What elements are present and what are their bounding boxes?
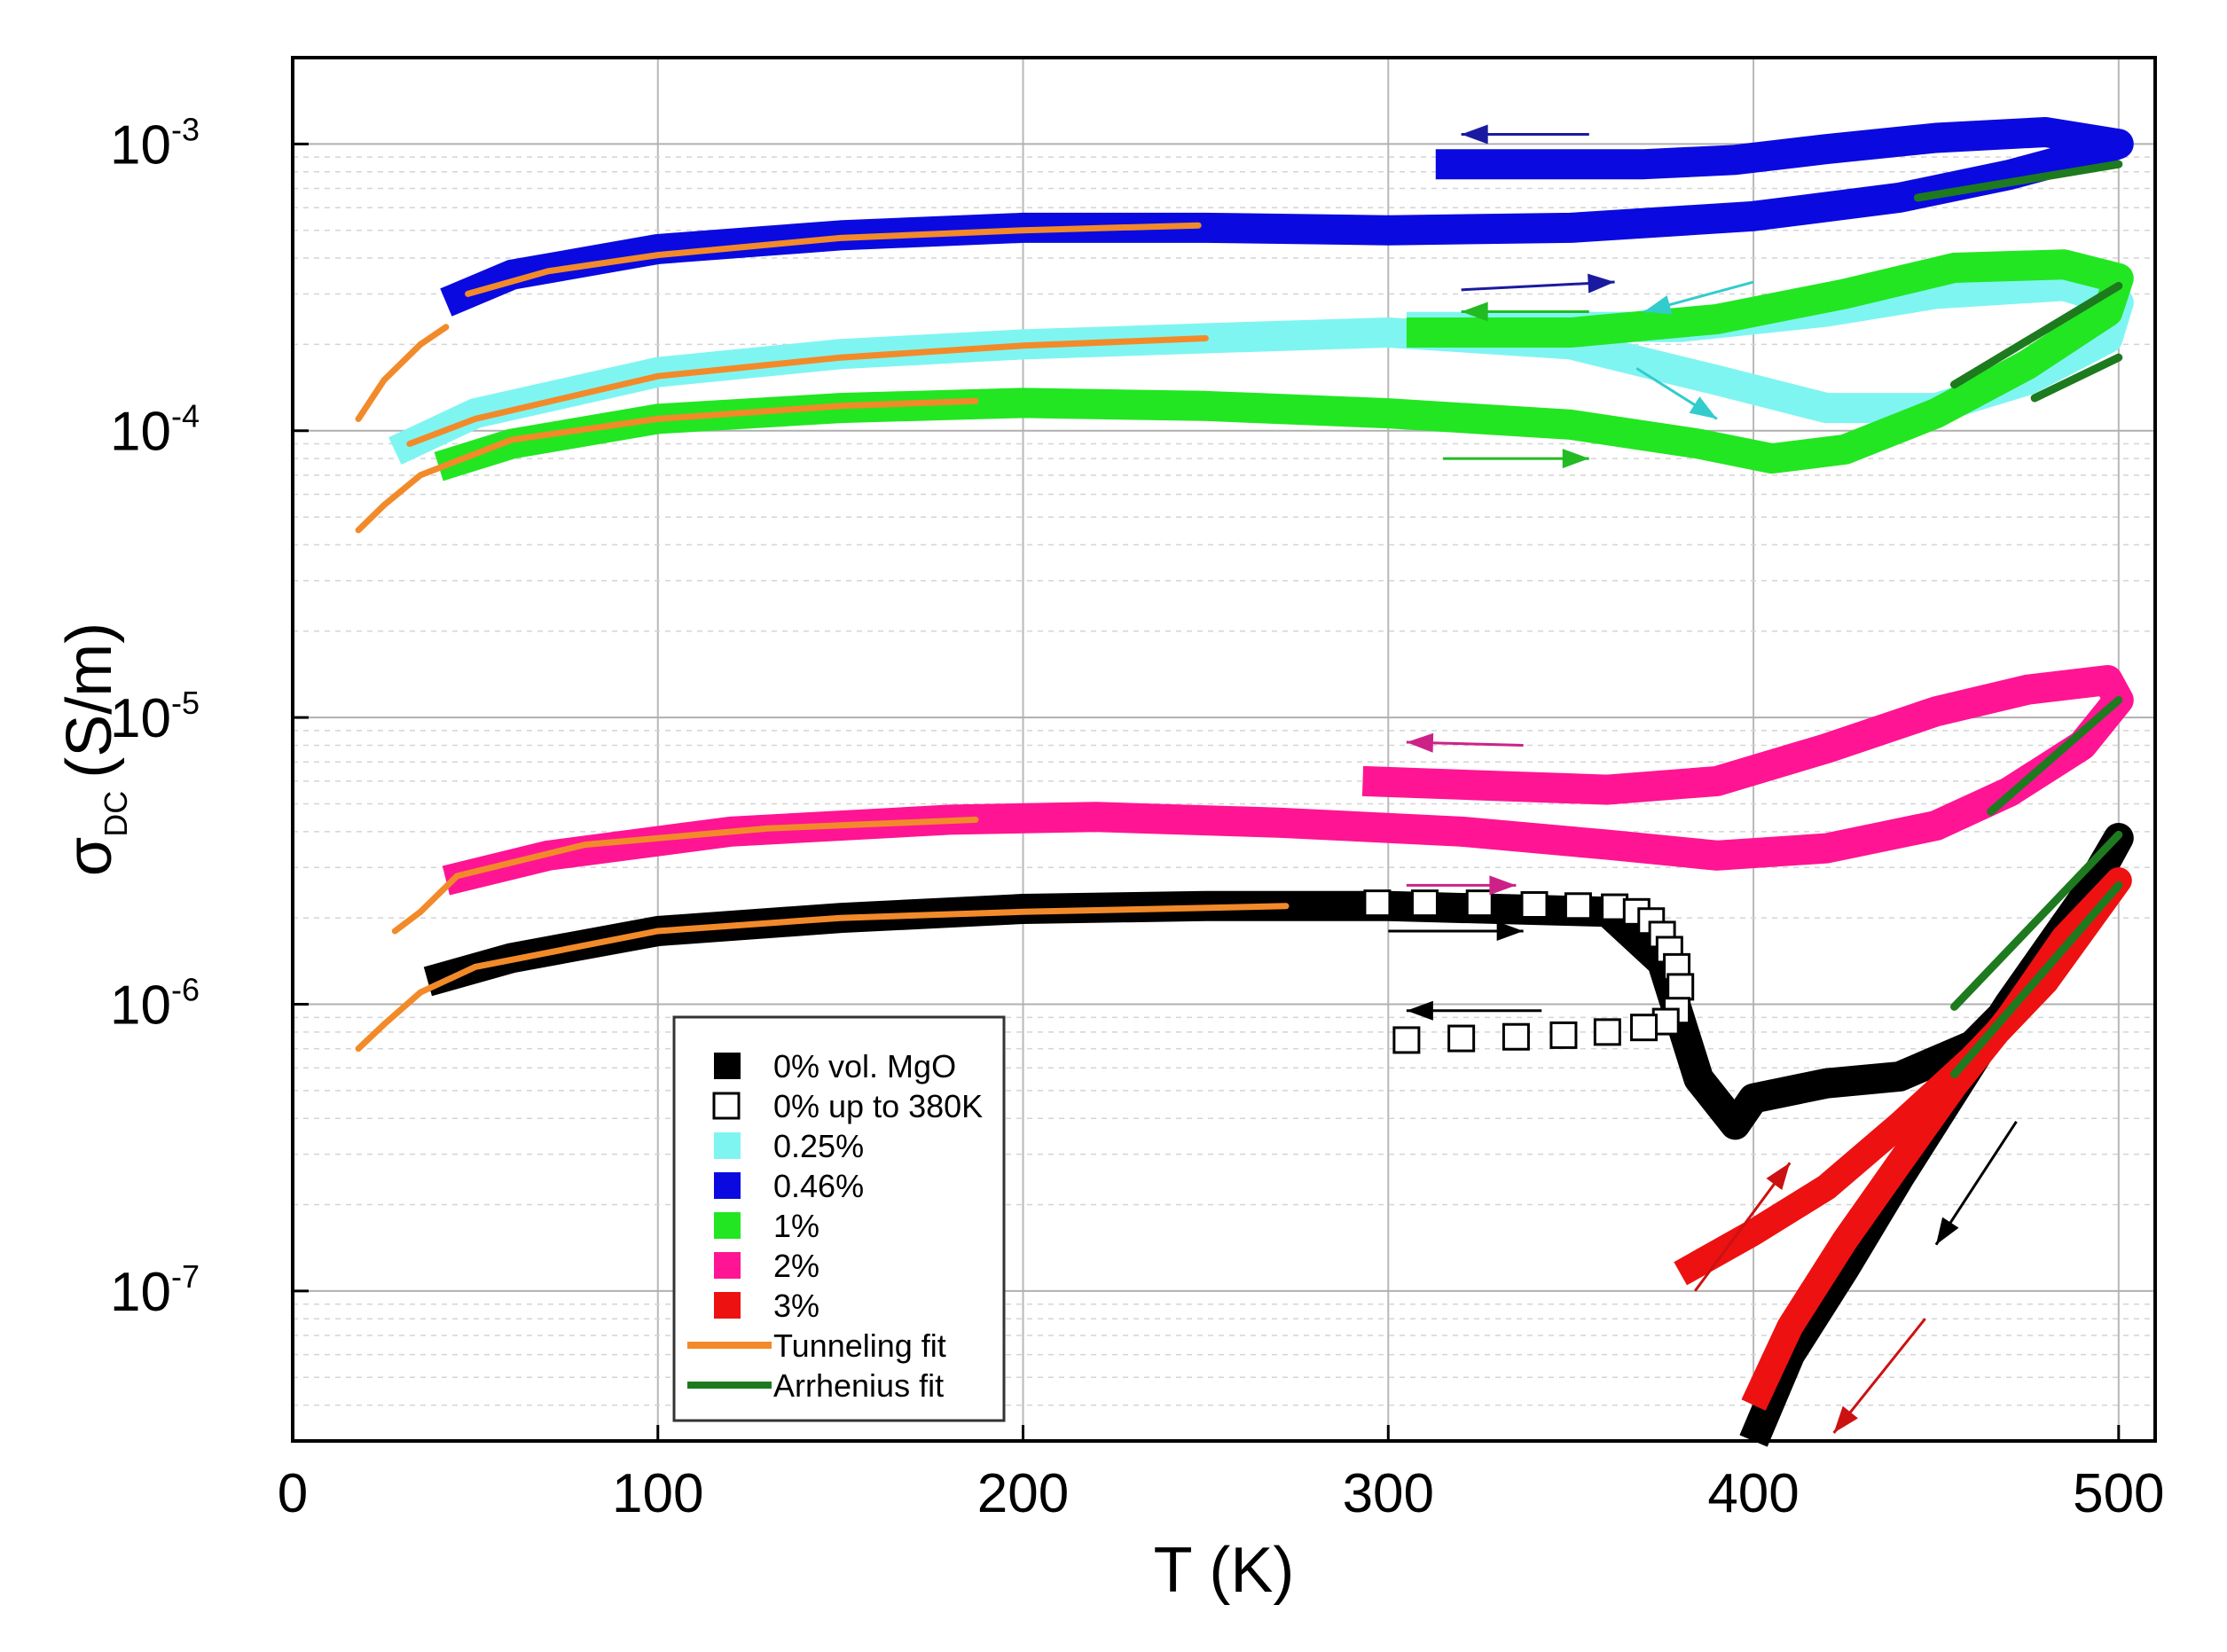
legend-item: 0.46% (714, 1168, 864, 1204)
legend-label: 0.46% (773, 1168, 864, 1204)
x-tick-label: 200 (977, 1463, 1069, 1524)
arrhenius-fit-line (2030, 353, 2123, 403)
y-tick-base: 10 (110, 114, 171, 176)
open-square-marker (1666, 973, 1695, 1001)
series-layer (388, 117, 2134, 1447)
y-axis-subscript: DC (98, 791, 134, 837)
arrows-layer (1388, 124, 2018, 1434)
tunneling-fit-line (406, 335, 1209, 447)
open-square-marker (1447, 1024, 1476, 1053)
direction-arrow (1406, 1000, 1542, 1021)
arrhenius-fit-line (1987, 696, 2123, 816)
fits-layer (355, 160, 2123, 1078)
series-0-up-to-380k (1363, 889, 1695, 1054)
legend-label: 3% (773, 1288, 819, 1324)
direction-arrow (1643, 280, 1754, 315)
x-tick-label: 0 (278, 1463, 308, 1524)
legend-label: 1% (773, 1208, 819, 1244)
legend-label: 0% vol. MgO (773, 1048, 956, 1084)
y-tick-label: 10-4 (110, 398, 200, 463)
tunneling-fit-line (391, 816, 979, 935)
legend-swatch (714, 1053, 741, 1079)
legend-swatch (714, 1172, 741, 1199)
x-tick-label: 500 (2073, 1463, 2164, 1524)
x-axis: 0 100 200 300 400 500 (278, 1425, 2165, 1524)
series-3 (1674, 867, 2132, 1411)
legend-item: 0% vol. MgO (714, 1048, 956, 1084)
open-square-marker (1549, 1021, 1578, 1049)
legend-item: 3% (714, 1288, 819, 1324)
open-square-marker (1502, 1022, 1530, 1051)
legend-label: Tunneling fit (773, 1327, 946, 1364)
y-tick-exponent: -3 (171, 111, 200, 147)
tunneling-fit-line (355, 903, 1290, 1053)
legend-item: 0.25% (714, 1128, 864, 1164)
direction-arrow (1388, 920, 1524, 941)
open-square-marker (1630, 1014, 1658, 1042)
direction-arrow (1635, 367, 1718, 420)
legend-swatch (714, 1212, 741, 1239)
legend-item: 2% (714, 1248, 819, 1284)
x-axis-title: T (K) (1154, 1535, 1295, 1606)
x-tick-label: 300 (1343, 1463, 1434, 1524)
y-tick-exponent: -6 (171, 972, 200, 1008)
y-tick-exponent: -7 (171, 1258, 200, 1295)
arrhenius-fit-line (1913, 160, 2123, 202)
y-tick-label: 10-3 (110, 111, 200, 176)
direction-arrow (1693, 1162, 1792, 1292)
plot-frame (291, 56, 2157, 1443)
tunneling-fit-line (355, 397, 979, 534)
arrhenius-fit-line (1950, 881, 2123, 1078)
arrhenius-fit-line (1950, 281, 2123, 389)
open-square-marker (1593, 1018, 1621, 1046)
tunneling-fit-line (465, 222, 1202, 297)
y-axis-symbol: σ (54, 837, 125, 876)
y-tick-exponent: -4 (171, 398, 200, 435)
direction-arrow (1461, 273, 1615, 294)
legend-label: Arrhenius fit (773, 1367, 944, 1404)
open-square-marker (1392, 1026, 1421, 1054)
legend-swatch (714, 1252, 741, 1279)
y-axis: 10-710-610-510-410-3 (110, 111, 309, 1323)
legend-item: 0% up to 380K (712, 1088, 983, 1124)
direction-arrow (1406, 875, 1517, 896)
y-tick-label: 10-7 (110, 1258, 200, 1323)
arrhenius-fit-line (1950, 830, 2123, 1011)
legend-swatch (714, 1292, 741, 1319)
legend-item: Arrhenius fit (687, 1367, 944, 1404)
legend-item: 1% (714, 1208, 819, 1244)
direction-arrow (1934, 1120, 2018, 1246)
legend-swatch (712, 1092, 741, 1120)
open-square-marker (1520, 891, 1549, 920)
direction-arrow (1443, 449, 1589, 469)
y-axis-units: (S/m) (54, 622, 125, 779)
series-2 (442, 665, 2134, 896)
legend-label: 0.25% (773, 1128, 864, 1164)
y-tick-label: 10-5 (110, 685, 200, 749)
y-tick-exponent: -5 (171, 685, 200, 721)
legend-item: Tunneling fit (687, 1327, 946, 1364)
open-square-marker (1363, 889, 1392, 918)
direction-arrow (1461, 301, 1589, 322)
y-axis-title: σDC (S/m) (54, 622, 134, 876)
direction-arrow (1461, 124, 1589, 145)
tunneling-fit-line (355, 324, 450, 422)
x-tick-label: 400 (1707, 1463, 1799, 1524)
y-tick-base: 10 (110, 688, 171, 749)
legend-label: 2% (773, 1248, 819, 1284)
y-tick-base: 10 (110, 975, 171, 1037)
y-tick-base: 10 (110, 402, 171, 463)
y-tick-base: 10 (110, 1262, 171, 1323)
direction-arrow (1406, 732, 1524, 753)
legend-swatch (714, 1132, 741, 1159)
open-square-marker (1564, 892, 1592, 920)
legend-label: 0% up to 380K (773, 1088, 983, 1124)
direction-arrow (1832, 1318, 1926, 1434)
y-tick-label: 10-6 (110, 972, 200, 1037)
open-square-marker (1465, 889, 1494, 918)
x-tick-label: 100 (612, 1463, 703, 1524)
open-square-marker (1410, 889, 1439, 918)
legend: 0% vol. MgO 0% up to 380K 0.25% 0.46% 1% 2% 3%… (672, 1015, 1006, 1422)
